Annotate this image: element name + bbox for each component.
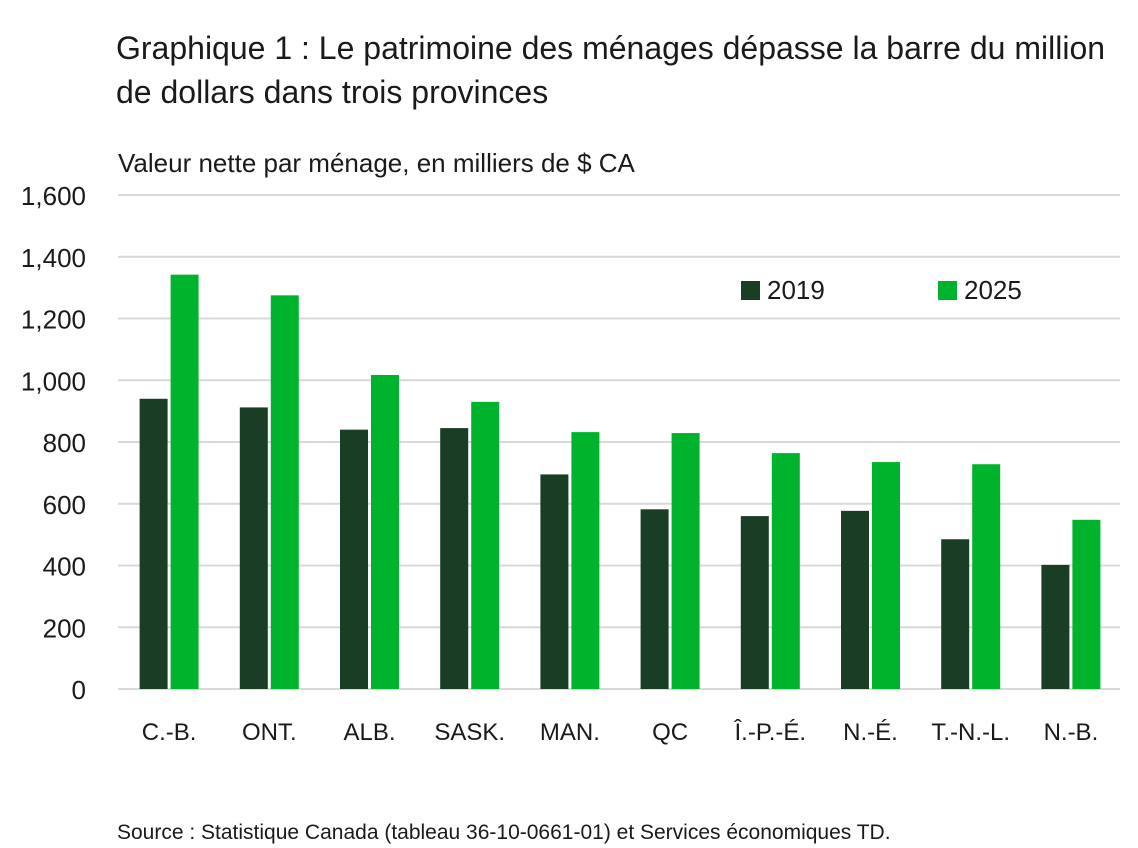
y-tick-label: 800 <box>43 428 86 458</box>
y-tick-label: 1,000 <box>21 366 86 396</box>
x-tick-label: Î.-P.-É. <box>734 719 807 746</box>
legend: 2019 2025 <box>741 275 1022 305</box>
y-tick-label: 0 <box>72 675 86 705</box>
bar-2025-2 <box>371 375 399 689</box>
source-note: Source : Statistique Canada (tableau 36-… <box>117 821 891 844</box>
bar-2025-8 <box>972 464 1001 689</box>
bar-2025-6 <box>771 453 800 689</box>
bar-2019-0 <box>139 398 168 689</box>
bar-2025-5 <box>671 433 700 689</box>
x-tick-label: N.-B. <box>1044 719 1099 746</box>
bar-2019-2 <box>340 429 368 689</box>
x-tick-label: ONT. <box>242 719 297 746</box>
bar-2019-3 <box>440 428 469 689</box>
x-tick-label: QC <box>652 719 688 746</box>
bar-2019-5 <box>640 509 669 689</box>
bar-2025-4 <box>571 432 600 689</box>
bar-2025-3 <box>471 401 500 689</box>
bar-2025-1 <box>270 295 299 689</box>
x-tick-label: C.-B. <box>142 719 197 746</box>
x-tick-label: N.-É. <box>843 719 898 746</box>
y-tick-label: 1,400 <box>21 243 86 273</box>
gridlines <box>118 194 1120 690</box>
bar-2025-9 <box>1072 519 1101 689</box>
y-tick-label: 1,600 <box>21 181 86 211</box>
bar-2019-7 <box>841 510 869 689</box>
bar-2025-7 <box>872 462 900 689</box>
bar-2019-6 <box>740 516 769 689</box>
bar-2019-8 <box>941 539 970 689</box>
bars <box>139 274 1101 689</box>
chart-title: Graphique 1 : Le patrimoine des ménages … <box>116 30 1106 110</box>
legend-label-2025: 2025 <box>964 275 1022 305</box>
bar-2019-1 <box>239 407 268 689</box>
legend-label-2019: 2019 <box>767 275 825 305</box>
y-tick-label: 600 <box>43 490 86 520</box>
y-tick-label: 1,200 <box>21 305 86 335</box>
y-tick-label: 200 <box>43 613 86 643</box>
y-tick-label: 400 <box>43 552 86 582</box>
x-tick-label: ALB. <box>343 719 395 746</box>
x-tick-label: MAN. <box>540 719 600 746</box>
y-axis-ticks: 0 200 400 600 800 1,000 1,200 1,400 1,600 <box>21 181 86 705</box>
legend-swatch-2019 <box>741 281 760 300</box>
bar-2025-0 <box>170 274 199 689</box>
legend-swatch-2025 <box>938 281 957 300</box>
chart-subtitle: Valeur nette par ménage, en milliers de … <box>118 148 635 178</box>
x-axis-ticks: C.-B. ONT. ALB. SASK. MAN. QC Î.-P.-É. N.-É. T.-… <box>142 719 1098 746</box>
bar-2019-4 <box>540 474 569 689</box>
x-tick-label: SASK. <box>434 719 505 746</box>
bar-2019-9 <box>1041 564 1070 689</box>
x-tick-label: T.-N.-L. <box>931 719 1010 746</box>
